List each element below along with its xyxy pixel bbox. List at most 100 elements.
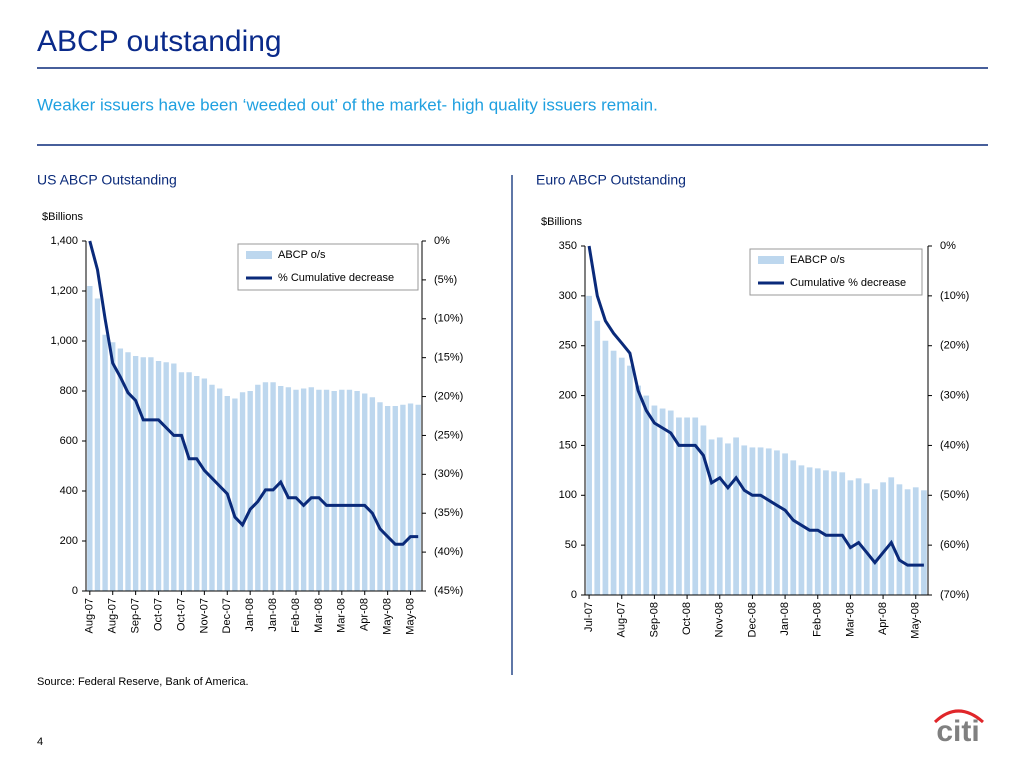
y-tick-label: 350 bbox=[559, 240, 577, 252]
bar bbox=[782, 453, 788, 595]
bar bbox=[346, 389, 353, 591]
bar bbox=[216, 388, 223, 591]
bar bbox=[140, 357, 146, 591]
page-number: 4 bbox=[37, 736, 43, 748]
y2-tick-label: (60%) bbox=[940, 539, 969, 551]
subtitle: Weaker issuers have been ‘weeded out’ of… bbox=[37, 95, 658, 114]
bar bbox=[384, 406, 391, 591]
bar bbox=[255, 384, 261, 591]
bar bbox=[239, 392, 246, 591]
bar bbox=[667, 410, 674, 595]
bar bbox=[331, 391, 337, 591]
x-tick-label: Aug-07 bbox=[107, 598, 119, 633]
y-tick-label: 1,000 bbox=[50, 335, 78, 347]
y2-tick-label: (35%) bbox=[434, 507, 463, 519]
bar bbox=[247, 391, 253, 591]
x-tick-label: Feb-08 bbox=[812, 602, 824, 637]
y-tick-label: 400 bbox=[60, 485, 78, 497]
bar bbox=[415, 404, 421, 591]
chart-title: US ABCP Outstanding bbox=[37, 172, 177, 188]
x-tick-label: Dec-08 bbox=[746, 602, 758, 637]
bar bbox=[921, 490, 927, 595]
x-tick-label: Aug-07 bbox=[616, 602, 628, 637]
x-tick-label: Oct-08 bbox=[681, 602, 693, 635]
x-tick-label: Nov-07 bbox=[198, 598, 210, 633]
bar bbox=[209, 384, 215, 591]
x-tick-label: Oct-07 bbox=[152, 598, 164, 631]
bar bbox=[354, 391, 360, 591]
bar bbox=[880, 482, 886, 595]
x-tick-label: Apr-08 bbox=[877, 602, 889, 635]
bar bbox=[270, 382, 276, 591]
x-tick-label: Aug-07 bbox=[84, 598, 96, 633]
y-tick-label: 50 bbox=[565, 539, 577, 551]
bar bbox=[896, 484, 903, 595]
logo: citi bbox=[936, 715, 979, 748]
bar bbox=[725, 443, 731, 595]
y-axis-label: $Billions bbox=[42, 211, 83, 223]
x-tick-label: Dec-07 bbox=[221, 598, 233, 633]
bar bbox=[659, 408, 666, 595]
bar bbox=[87, 286, 93, 591]
bar bbox=[262, 382, 269, 591]
bar bbox=[369, 397, 376, 591]
y2-tick-label: (15%) bbox=[434, 352, 463, 364]
y-tick-label: 200 bbox=[559, 389, 577, 401]
bar bbox=[610, 350, 617, 595]
x-tick-label: Mar-08 bbox=[336, 598, 348, 633]
bar bbox=[790, 460, 797, 595]
x-tick-label: Sep-07 bbox=[130, 598, 142, 633]
legend-swatch bbox=[758, 256, 784, 264]
x-tick-label: Jan-08 bbox=[244, 598, 256, 632]
bar bbox=[232, 398, 238, 591]
x-tick-label: Oct-07 bbox=[175, 598, 187, 631]
y2-tick-label: (30%) bbox=[434, 468, 463, 480]
line-series bbox=[88, 240, 419, 546]
y-tick-label: 250 bbox=[559, 340, 577, 352]
y-tick-label: 0 bbox=[571, 589, 577, 601]
bar bbox=[201, 378, 208, 591]
bar bbox=[148, 357, 154, 591]
y2-tick-label: 0% bbox=[940, 240, 956, 252]
y-axis-label: $Billions bbox=[541, 216, 582, 228]
bar bbox=[586, 295, 592, 595]
bar bbox=[400, 404, 406, 591]
bar bbox=[155, 361, 162, 591]
bar bbox=[708, 439, 715, 595]
bar bbox=[94, 298, 101, 591]
y-tick-label: 1,200 bbox=[50, 285, 78, 297]
slide-title: ABCP outstanding bbox=[37, 25, 282, 58]
bar bbox=[618, 357, 625, 595]
bar bbox=[749, 447, 756, 595]
y-tick-label: 150 bbox=[559, 439, 577, 451]
y2-tick-label: (40%) bbox=[434, 546, 463, 558]
legend-swatch bbox=[246, 251, 272, 259]
bar bbox=[798, 465, 805, 595]
bar bbox=[316, 389, 322, 591]
bar bbox=[339, 389, 345, 591]
x-tick-label: Jan-08 bbox=[267, 598, 279, 632]
bar bbox=[651, 405, 658, 595]
x-tick-label: Jul-07 bbox=[583, 602, 595, 632]
x-tick-label: May-08 bbox=[404, 598, 416, 635]
legend-label: ABCP o/s bbox=[278, 249, 326, 261]
y2-tick-label: (70%) bbox=[940, 589, 969, 601]
y-tick-label: 1,400 bbox=[50, 235, 78, 247]
bar bbox=[362, 393, 368, 591]
chart-title: Euro ABCP Outstanding bbox=[536, 172, 686, 188]
bar bbox=[627, 365, 633, 595]
bar bbox=[392, 406, 398, 591]
bar bbox=[912, 487, 919, 595]
bar bbox=[163, 362, 169, 591]
bar bbox=[831, 471, 837, 595]
bar bbox=[132, 356, 139, 591]
bar bbox=[684, 417, 690, 595]
y2-tick-label: (10%) bbox=[940, 290, 969, 302]
bar bbox=[194, 376, 200, 591]
logo-arc bbox=[933, 709, 984, 724]
x-tick-label: Mar-08 bbox=[844, 602, 856, 637]
x-tick-label: Jan-08 bbox=[779, 602, 791, 636]
bar bbox=[839, 472, 846, 595]
bar bbox=[300, 388, 307, 591]
